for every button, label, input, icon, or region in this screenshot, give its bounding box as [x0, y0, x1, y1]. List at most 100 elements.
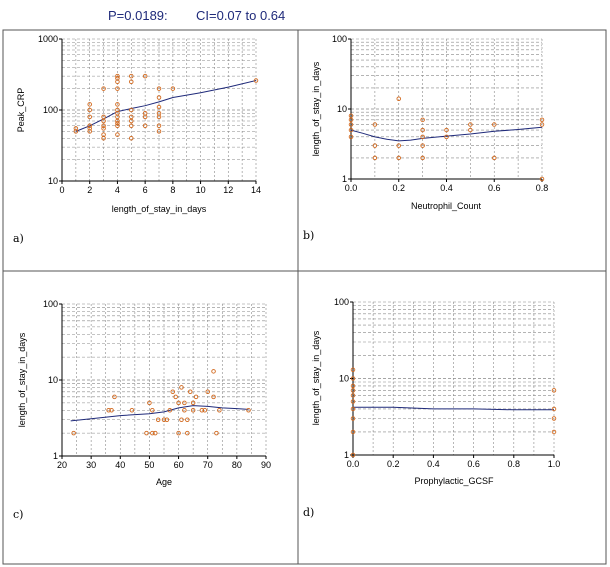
- data-point: [185, 430, 190, 436]
- data-point: [167, 407, 173, 413]
- x-tick-label: 80: [232, 460, 242, 470]
- data-point: [551, 416, 557, 421]
- trend-line: [70, 405, 249, 422]
- x-axis-label: Prophylactic_GCSF: [414, 476, 494, 486]
- y-tick-label: 100: [332, 34, 347, 44]
- data-point: [173, 394, 178, 400]
- data-point: [350, 388, 356, 393]
- data-point: [87, 107, 92, 113]
- data-point: [468, 127, 473, 133]
- data-point: [87, 126, 92, 131]
- data-point: [179, 385, 184, 390]
- data-point: [87, 102, 92, 107]
- data-point: [199, 407, 205, 413]
- gridlines: [61, 303, 267, 457]
- data-point: [217, 407, 222, 413]
- data-point: [539, 122, 545, 127]
- y-axis-label: Peak_CRP: [16, 88, 26, 133]
- panel-label-d: d): [303, 506, 315, 519]
- data-point: [101, 132, 106, 137]
- data-point: [444, 127, 449, 133]
- data-point: [156, 86, 162, 91]
- x-tick-label: 60: [174, 460, 184, 470]
- data-point: [539, 117, 545, 123]
- data-point: [396, 155, 402, 161]
- data-point: [112, 394, 117, 400]
- data-point: [492, 122, 497, 127]
- data-point: [129, 136, 134, 141]
- data-point: [551, 388, 557, 393]
- data-point: [87, 129, 92, 134]
- data-point: [129, 118, 134, 124]
- data-point: [109, 407, 114, 413]
- data-point: [153, 430, 158, 436]
- data-point: [87, 114, 92, 120]
- data-point: [144, 430, 149, 436]
- data-point: [551, 406, 557, 412]
- gridlines: [61, 38, 257, 182]
- data-point: [187, 389, 193, 395]
- data-point: [420, 155, 425, 161]
- outer-border: [2, 29, 607, 565]
- x-axis-label: Neutrophil_Count: [411, 201, 482, 211]
- x-tick-label: 14: [251, 185, 261, 195]
- x-tick-label: 40: [115, 460, 125, 470]
- data-point: [372, 155, 378, 161]
- panel-label-c: c): [13, 508, 24, 521]
- data-point: [350, 406, 356, 412]
- x-tick-label: 0.8: [508, 459, 521, 469]
- data-point: [539, 176, 545, 182]
- data-point: [170, 86, 176, 91]
- data-point: [372, 122, 378, 127]
- data-point: [129, 73, 134, 79]
- data-point: [129, 107, 134, 113]
- data-point: [150, 407, 155, 413]
- data-point: [101, 118, 106, 124]
- data-point: [185, 417, 190, 422]
- data-point: [420, 117, 425, 123]
- y-tick-label: 10: [339, 374, 349, 384]
- data-point: [115, 123, 120, 129]
- data-point: [71, 430, 76, 436]
- x-axis-label: Age: [156, 477, 172, 487]
- x-tick-label: 10: [196, 185, 206, 195]
- data-point: [176, 400, 181, 406]
- y-tick-label: 1: [342, 174, 347, 184]
- x-tick-label: 70: [203, 460, 213, 470]
- data-point: [161, 417, 167, 422]
- data-point: [155, 417, 161, 422]
- data-point: [348, 113, 354, 119]
- x-tick-label: 0.4: [427, 459, 440, 469]
- data-point: [115, 86, 120, 91]
- data-point: [492, 155, 497, 161]
- y-axis-label: length_of_stay_in_days: [311, 330, 321, 425]
- x-tick-label: 0.8: [536, 183, 549, 193]
- data-point: [348, 117, 354, 123]
- y-tick-label: 10: [48, 375, 58, 385]
- data-point: [129, 407, 135, 413]
- y-tick-label: 10: [337, 104, 347, 114]
- x-tick-label: 0.6: [488, 183, 501, 193]
- data-point: [211, 369, 216, 374]
- data-point: [350, 416, 356, 421]
- x-tick-label: 6: [143, 185, 148, 195]
- data-point: [182, 407, 187, 413]
- data-point: [190, 407, 196, 413]
- data-point: [350, 393, 356, 398]
- data-point: [179, 417, 184, 422]
- data-point: [193, 394, 199, 400]
- data-point: [156, 110, 162, 116]
- data-point: [115, 107, 120, 113]
- x-tick-label: 0.6: [467, 459, 480, 469]
- data-point: [115, 102, 120, 107]
- x-tick-label: 0.2: [392, 183, 405, 193]
- y-axis-label: length_of_stay_in_days: [17, 332, 27, 427]
- x-tick-label: 30: [86, 460, 96, 470]
- gridlines: [350, 38, 543, 180]
- data-point: [156, 123, 162, 129]
- data-point: [156, 95, 162, 100]
